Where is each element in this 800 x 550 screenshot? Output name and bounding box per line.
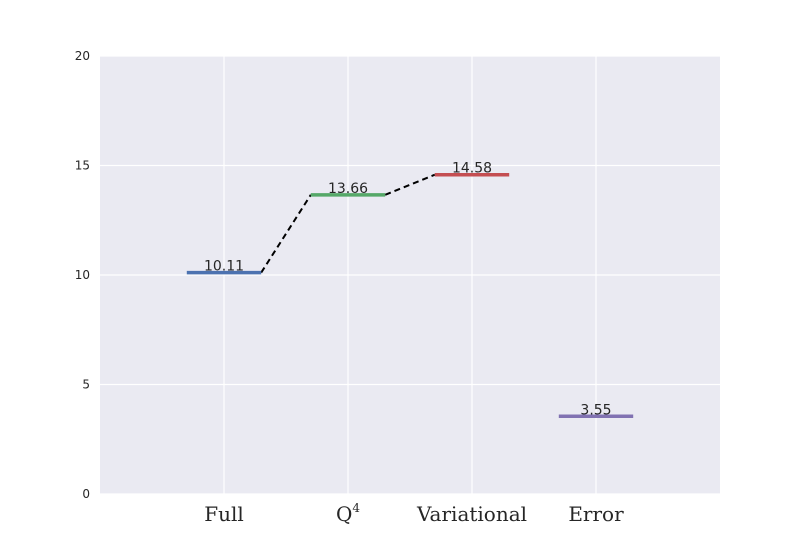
- data-label: 13.66: [328, 181, 368, 197]
- x-tick-label: Error: [568, 502, 624, 526]
- y-tick-label: 15: [75, 159, 90, 173]
- x-tick-label: Variational: [416, 502, 527, 526]
- y-tick-label: 20: [75, 49, 90, 63]
- y-tick-label: 0: [82, 487, 90, 501]
- x-tick-label: Q4: [336, 501, 360, 526]
- data-label: 10.11: [204, 259, 244, 275]
- connector-line: [260, 194, 312, 274]
- y-tick-label: 5: [82, 378, 90, 392]
- data-label: 3.55: [580, 402, 611, 418]
- connector-line: [384, 173, 436, 196]
- y-axis-ticks: 0 5 10 15 20: [75, 49, 90, 501]
- data-labels: 10.11 13.66 14.58 3.55: [204, 161, 612, 419]
- x-tick-label: Full: [204, 502, 244, 526]
- grid-lines: [100, 55, 720, 495]
- level-bars: [186, 172, 634, 419]
- x-axis-ticks: Full Q4 Variational Error: [204, 501, 624, 526]
- y-tick-label: 10: [75, 268, 90, 282]
- connector-lines: [260, 173, 436, 274]
- data-label: 14.58: [452, 161, 492, 177]
